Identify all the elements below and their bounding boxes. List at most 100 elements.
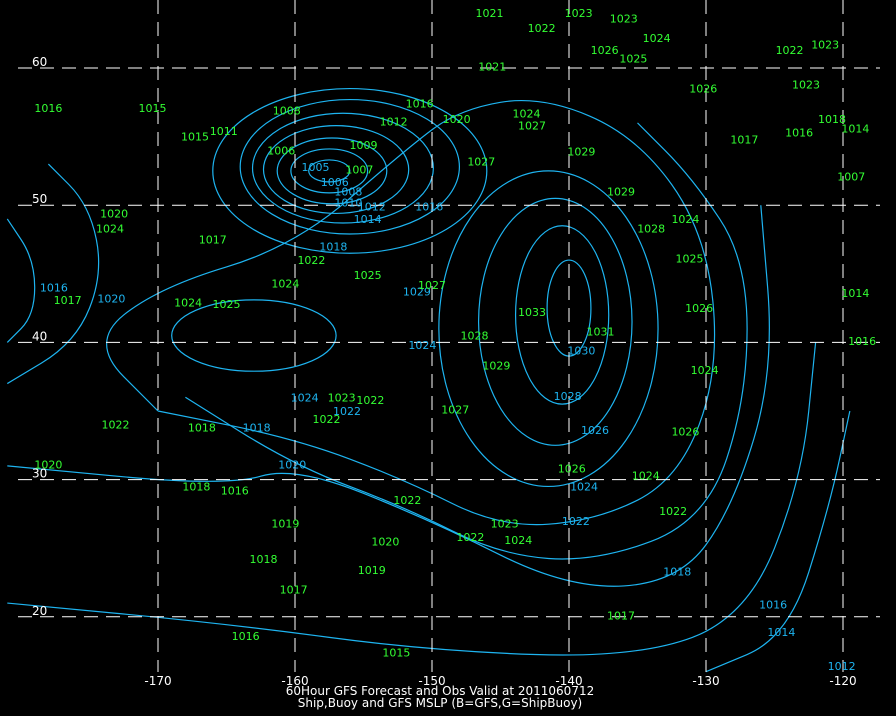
gfs-pressure-label: 1026 bbox=[581, 424, 609, 437]
obs-pressure-label: 1024 bbox=[671, 213, 699, 226]
gfs-pressure-label: 1006 bbox=[321, 176, 349, 189]
obs-pressure-label: 1011 bbox=[210, 125, 238, 138]
isobar-1028 bbox=[514, 225, 610, 405]
obs-pressure-label: 1016 bbox=[232, 630, 260, 643]
lat-lon-grid bbox=[18, 0, 880, 672]
isobar-1014 bbox=[251, 112, 434, 224]
obs-pressure-label: 1016 bbox=[34, 102, 62, 115]
isobar-1020 bbox=[185, 122, 748, 560]
obs-pressure-label: 1023 bbox=[565, 7, 593, 20]
lat-tick-label: 30 bbox=[32, 467, 47, 481]
obs-pressure-label: 1031 bbox=[587, 325, 615, 338]
obs-pressure-label: 1016 bbox=[848, 335, 876, 348]
gfs-pressure-label: 1020 bbox=[97, 292, 125, 305]
isobar-1024 bbox=[171, 299, 337, 372]
obs-pressure-label: 1016 bbox=[221, 485, 249, 498]
lat-tick-label: 20 bbox=[32, 604, 47, 618]
isobar-1022 bbox=[106, 100, 716, 526]
obs-pressure-label: 1025 bbox=[619, 52, 647, 65]
gfs-pressure-label: 1024 bbox=[291, 391, 319, 404]
lon-tick-label: -160 bbox=[281, 674, 308, 688]
gfs-pressure-label: 1024 bbox=[408, 339, 436, 352]
obs-pressure-label: 1029 bbox=[482, 360, 510, 373]
lon-tick-label: -130 bbox=[692, 674, 719, 688]
lat-tick-label: 40 bbox=[32, 329, 47, 343]
obs-pressure-label: 1020 bbox=[371, 535, 399, 548]
isobar-1018 bbox=[212, 87, 488, 254]
obs-pressure-label: 1019 bbox=[358, 564, 386, 577]
isobar-1016 bbox=[6, 218, 36, 343]
obs-pressure-label: 1025 bbox=[676, 253, 704, 266]
obs-pressure-label: 1008 bbox=[273, 105, 301, 118]
isobar-1016 bbox=[7, 342, 817, 656]
obs-pressure-label: 1017 bbox=[280, 583, 308, 596]
obs-pressure-label: 1029 bbox=[607, 185, 635, 198]
gfs-pressure-label: 1016 bbox=[759, 598, 787, 611]
isobar-1014 bbox=[705, 410, 851, 673]
obs-pressure-label: 1017 bbox=[199, 234, 227, 247]
obs-pressure-label: 1023 bbox=[328, 391, 356, 404]
gfs-pressure-label: 1010 bbox=[334, 196, 362, 209]
obs-pressure-label: 1021 bbox=[476, 7, 504, 20]
obs-pressure-label: 1014 bbox=[841, 122, 869, 135]
obs-pressure-label: 1016 bbox=[785, 126, 813, 139]
gfs-pressure-label: 1022 bbox=[333, 405, 361, 418]
obs-pressure-label: 1024 bbox=[691, 364, 719, 377]
obs-pressure-label: 1018 bbox=[818, 113, 846, 126]
obs-pressure-label: 1022 bbox=[393, 494, 421, 507]
isobar-1026 bbox=[477, 197, 633, 446]
lat-tick-label: 60 bbox=[32, 55, 47, 69]
obs-pressure-label: 1027 bbox=[441, 404, 469, 417]
gfs-pressure-label: 1005 bbox=[302, 161, 330, 174]
obs-pressure-label: 1006 bbox=[267, 144, 295, 157]
gfs-pressure-label: 1008 bbox=[334, 185, 362, 198]
obs-pressure-label: 1024 bbox=[174, 297, 202, 310]
obs-pressure-label: 1027 bbox=[418, 279, 446, 292]
obs-pressure-label: 1007 bbox=[837, 170, 865, 183]
gfs-pressure-label: 1030 bbox=[567, 345, 595, 358]
gfs-pressure-label: 1012 bbox=[358, 201, 386, 214]
obs-pressure-label: 1026 bbox=[591, 44, 619, 57]
obs-pressure-label: 1022 bbox=[456, 531, 484, 544]
obs-pressure-label: 1007 bbox=[345, 164, 373, 177]
map-subtitle: Ship,Buoy and GFS MSLP (B=GFS,G=ShipBuoy… bbox=[297, 696, 583, 710]
obs-pressure-label: 1024 bbox=[96, 223, 124, 236]
obs-pressure-label: 1033 bbox=[518, 306, 546, 319]
obs-pressure-label: 1022 bbox=[659, 505, 687, 518]
obs-pressure-label: 1023 bbox=[792, 78, 820, 91]
obs-pressure-label: 1024 bbox=[632, 469, 660, 482]
obs-pressure-label: 1026 bbox=[689, 83, 717, 96]
isobar-1012 bbox=[262, 125, 410, 215]
obs-pressure-label: 1015 bbox=[139, 102, 167, 115]
obs-pressure-label: 1018 bbox=[249, 553, 277, 566]
obs-pressure-label: 1024 bbox=[643, 32, 671, 45]
obs-pressure-label: 1026 bbox=[558, 463, 586, 476]
gfs-pressure-label: 1014 bbox=[767, 626, 795, 639]
obs-pressure-label: 1017 bbox=[54, 294, 82, 307]
gfs-contours bbox=[6, 87, 851, 673]
lat-tick-label: 50 bbox=[32, 192, 47, 206]
gfs-pressure-label: 1018 bbox=[663, 566, 691, 579]
lon-tick-label: -170 bbox=[144, 674, 171, 688]
obs-pressure-label: 1017 bbox=[730, 133, 758, 146]
gfs-pressure-label: 1022 bbox=[562, 515, 590, 528]
obs-pressure-label: 1028 bbox=[460, 330, 488, 343]
gfs-pressure-label: 1016 bbox=[40, 282, 68, 295]
isobar-1020 bbox=[6, 163, 100, 385]
obs-pressure-label: 1015 bbox=[382, 646, 410, 659]
obs-pressure-label: 1029 bbox=[567, 146, 595, 159]
obs-pressure-label: 1021 bbox=[478, 61, 506, 74]
obs-pressure-label: 1025 bbox=[213, 298, 241, 311]
obs-pressure-label: 1022 bbox=[313, 413, 341, 426]
isobar-1008 bbox=[290, 148, 369, 194]
obs-pressure-label: 1020 bbox=[34, 459, 62, 472]
isobar-1010 bbox=[276, 137, 388, 205]
gfs-pressure-label: 1018 bbox=[243, 421, 271, 434]
obs-pressure-label: 1022 bbox=[528, 22, 556, 35]
isobar-1016 bbox=[239, 98, 460, 235]
obs-pressure-label: 1017 bbox=[607, 609, 635, 622]
obs-pressure-label: 1027 bbox=[518, 120, 546, 133]
axis-tick-labels: -170 -160 -150 -140 -130 -120 60 50 40 30 20 bbox=[32, 55, 857, 688]
obs-pressure-label: 1018 bbox=[188, 421, 216, 434]
obs-pressure-label: 1024 bbox=[271, 277, 299, 290]
